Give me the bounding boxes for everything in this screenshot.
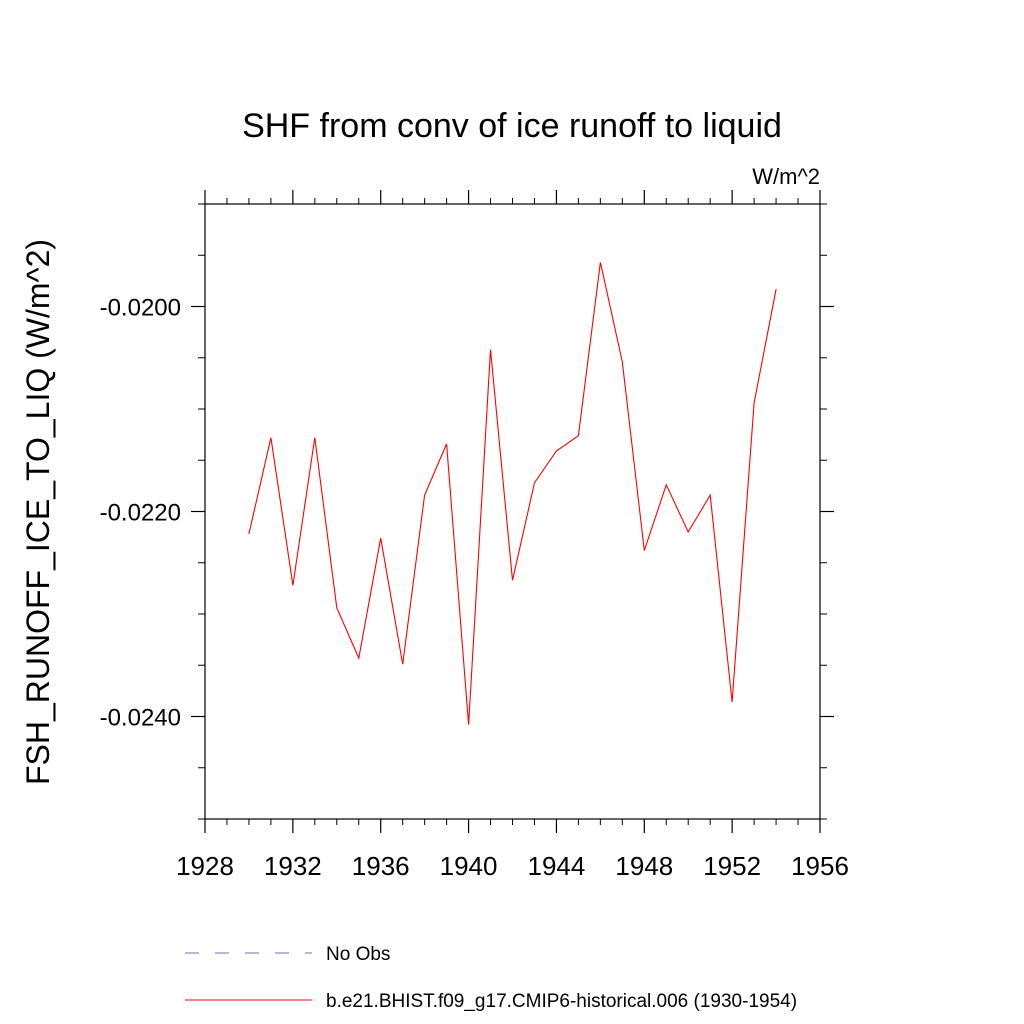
axis-ticks [191, 190, 834, 833]
y-tick-label: -0.0220 [100, 500, 181, 527]
legend: No Obs b.e21.BHIST.f09_g17.CMIP6-historic… [185, 944, 797, 1012]
x-tick-label: 1948 [615, 851, 673, 881]
y-axis-label: FSH_RUNOFF_ICE_TO_LIQ (W/m^2) [20, 239, 56, 785]
x-tick-label: 1928 [176, 851, 234, 881]
plot-frame [204, 203, 821, 820]
x-tick-label: 1936 [352, 851, 410, 881]
chart-title: SHF from conv of ice runoff to liquid [242, 107, 782, 145]
y-tick-label: -0.0240 [100, 705, 181, 732]
x-tick-label: 1944 [528, 851, 586, 881]
series-line-1 [248, 262, 777, 725]
x-tick-label: 1932 [264, 851, 322, 881]
legend-entry-0: No Obs [326, 944, 390, 965]
y-tick-label: -0.0200 [100, 295, 181, 322]
legend-entry-1: b.e21.BHIST.f09_g17.CMIP6-historical.006… [326, 991, 797, 1012]
x-tick-label: 1956 [791, 851, 849, 881]
x-tick-label: 1952 [703, 851, 761, 881]
units-label: W/m^2 [752, 164, 820, 189]
series-layer [248, 262, 777, 725]
tick-labels: 1928 1932 1936 1940 1944 1948 1952 1956 -0.0200 -… [100, 295, 849, 882]
x-tick-label: 1940 [440, 851, 498, 881]
